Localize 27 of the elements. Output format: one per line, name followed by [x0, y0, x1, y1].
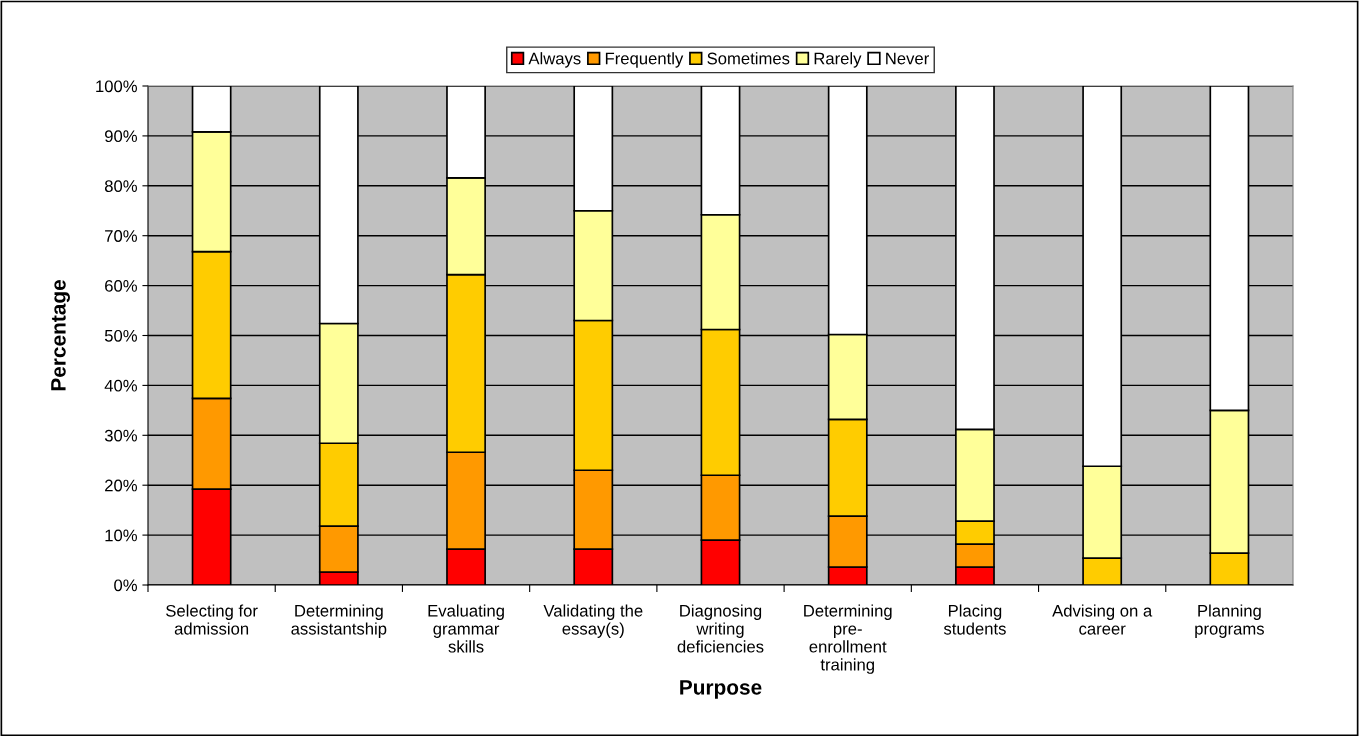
legend-label: Rarely	[814, 52, 862, 68]
x-tick-label: Determining pre- enrollment training	[804, 604, 892, 674]
y-tick-label: 70%	[105, 230, 137, 242]
y-axis-title: Percentage	[51, 280, 70, 391]
y-tick-label: 50%	[104, 329, 137, 342]
y-tick-label: 40%	[104, 379, 137, 392]
legend-label: Never	[886, 52, 929, 65]
y-tick-label: 30%	[104, 429, 137, 442]
x-tick-label: Evaluating grammar skills	[428, 604, 504, 653]
x-axis-title: Purpose	[680, 680, 762, 699]
legend-label: Frequently	[605, 52, 684, 68]
y-tick-label: 80%	[104, 180, 137, 192]
x-tick-label: Placing students	[943, 604, 1006, 635]
legend-label: Sometimes	[707, 52, 790, 65]
x-tick-label: Selecting for admission	[166, 604, 258, 635]
y-tick-label: 60%	[105, 280, 137, 292]
x-tick-label: Planning programs	[1195, 604, 1264, 638]
y-tick-label: 0%	[114, 579, 137, 592]
legend-label: Always	[528, 52, 581, 68]
y-tick-label: 10%	[105, 529, 137, 542]
y-tick-label: 20%	[105, 479, 137, 492]
x-tick-label: Determining assistantship	[291, 604, 387, 638]
y-tick-label: 100%	[96, 80, 137, 93]
x-tick-label: Validating the essay(s)	[543, 604, 643, 638]
x-tick-label: Advising on a career	[1052, 604, 1153, 635]
y-tick-label: 90%	[105, 130, 137, 143]
x-tick-label: Diagnosing writing deficiencies	[677, 604, 764, 653]
